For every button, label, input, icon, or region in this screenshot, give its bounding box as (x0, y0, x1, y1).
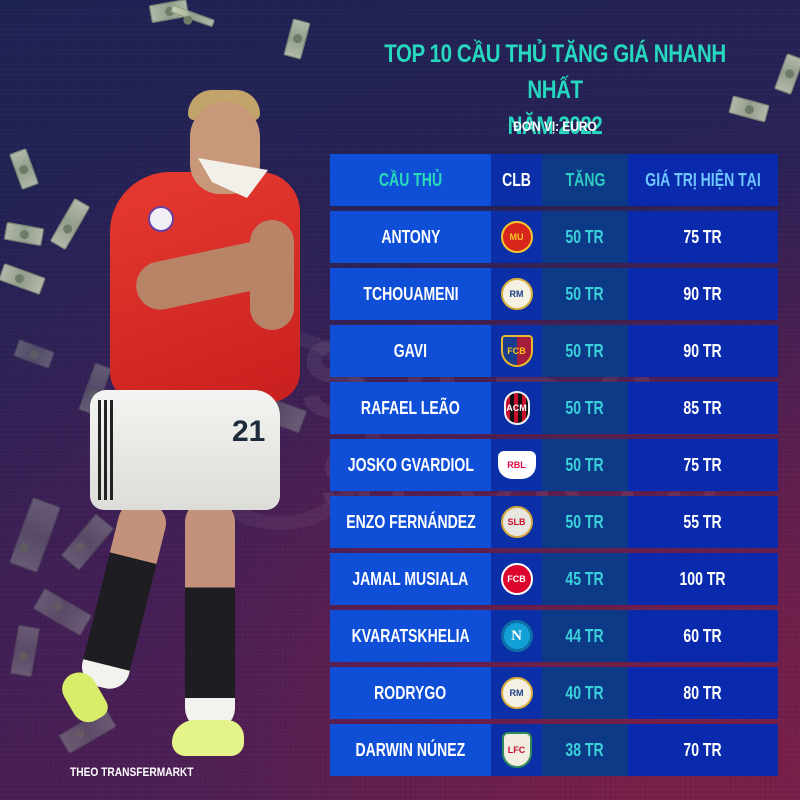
player-name: RODRYGO (330, 667, 491, 719)
table-row: JOSKO GVARDIOL RBL 50 TR 75 TR (330, 439, 778, 491)
money-bill-icon (0, 263, 46, 295)
current-value: 90 TR (628, 268, 778, 320)
increase-value: 50 TR (542, 268, 628, 320)
current-value: 85 TR (628, 382, 778, 434)
club-cell: FCB (491, 325, 542, 377)
table-row: DARWIN NÚNEZ LFC 38 TR 70 TR (330, 724, 778, 776)
player-name: ENZO FERNÁNDEZ (330, 496, 491, 548)
source-credit: THEO TRANSFERMARKT (70, 765, 194, 779)
shorts-number: 21 (232, 415, 266, 448)
increase-value: 45 TR (542, 553, 628, 605)
money-bill-icon (774, 53, 800, 95)
player-name: TCHOUAMENI (330, 268, 491, 320)
rb-leipzig-crest-icon: RBL (497, 451, 536, 479)
player-name: KVARATSKHELIA (330, 610, 491, 662)
increase-value: 50 TR (542, 439, 628, 491)
player-name: GAVI (330, 325, 491, 377)
increase-value: 50 TR (542, 382, 628, 434)
player-shorts (90, 390, 280, 510)
man-utd-crest-icon: MU (500, 221, 533, 253)
current-value: 75 TR (628, 439, 778, 491)
money-bill-icon (9, 148, 39, 190)
player-photo: 21 (40, 80, 330, 760)
increase-value: 50 TR (542, 325, 628, 377)
header-club: CLB (491, 154, 542, 206)
title-line-2: NĂM 2022 (507, 112, 603, 140)
player-name: ANTONY (330, 211, 491, 263)
player-name: JAMAL MUSIALA (330, 553, 491, 605)
club-cell: RM (491, 667, 542, 719)
header-player: CẦU THỦ (330, 154, 491, 206)
title-line-1: TOP 10 CẦU THỦ TĂNG GIÁ NHANH NHẤT (384, 40, 726, 104)
real-madrid-crest-icon: RM (500, 677, 533, 709)
table-row: JAMAL MUSIALA FCB 45 TR 100 TR (330, 553, 778, 605)
club-cell: RBL (491, 439, 542, 491)
current-value: 80 TR (628, 667, 778, 719)
increase-value: 38 TR (542, 724, 628, 776)
increase-value: 50 TR (542, 496, 628, 548)
player-name: DARWIN NÚNEZ (330, 724, 491, 776)
shorts-stripes (98, 400, 116, 500)
header-current-value: GIÁ TRỊ HIỆN TẠI (628, 154, 778, 206)
current-value: 55 TR (628, 496, 778, 548)
unit-label: ĐƠN VỊ: EURO (513, 118, 597, 134)
money-bill-icon (283, 18, 311, 60)
club-cell: FCB (491, 553, 542, 605)
player-name: JOSKO GVARDIOL (330, 439, 491, 491)
club-cell: N (491, 610, 542, 662)
club-cell: MU (491, 211, 542, 263)
bayern-crest-icon: FCB (500, 563, 533, 595)
club-cell: ACM (491, 382, 542, 434)
table-row: ANTONY MU 50 TR 75 TR (330, 211, 778, 263)
money-bill-icon (3, 221, 45, 247)
ac-milan-crest-icon: ACM (503, 391, 530, 425)
table-row: TCHOUAMENI RM 50 TR 90 TR (330, 268, 778, 320)
header-increase: TĂNG (542, 154, 628, 206)
current-value: 60 TR (628, 610, 778, 662)
current-value: 70 TR (628, 724, 778, 776)
table-row: RAFAEL LEÃO ACM 50 TR 85 TR (330, 382, 778, 434)
table-header-row: CẦU THỦ CLB TĂNG GIÁ TRỊ HIỆN TẠI (330, 154, 778, 206)
money-bill-icon (9, 624, 41, 678)
real-madrid-crest-icon: RM (500, 278, 533, 310)
player-name: RAFAEL LEÃO (330, 382, 491, 434)
premier-league-badge-icon (148, 206, 174, 232)
napoli-crest-icon: N (500, 620, 533, 652)
player-boot (172, 720, 244, 756)
club-cell: LFC (491, 724, 542, 776)
increase-value: 40 TR (542, 667, 628, 719)
table-row: GAVI FCB 50 TR 90 TR (330, 325, 778, 377)
table-row: RODRYGO RM 40 TR 80 TR (330, 667, 778, 719)
club-cell: RM (491, 268, 542, 320)
table-row: KVARATSKHELIA N 44 TR 60 TR (330, 610, 778, 662)
liverpool-crest-icon: LFC (501, 732, 532, 768)
current-value: 75 TR (628, 211, 778, 263)
increase-value: 50 TR (542, 211, 628, 263)
player-leg (77, 497, 171, 693)
club-cell: SLB (491, 496, 542, 548)
player-leg (185, 500, 235, 730)
benfica-crest-icon: SLB (500, 506, 533, 538)
current-value: 90 TR (628, 325, 778, 377)
table-row: ENZO FERNÁNDEZ SLB 50 TR 55 TR (330, 496, 778, 548)
page-title: TOP 10 CẦU THỦ TĂNG GIÁ NHANH NHẤT NĂM 2… (371, 36, 740, 144)
barcelona-crest-icon: FCB (500, 335, 533, 367)
increase-value: 44 TR (542, 610, 628, 662)
current-value: 100 TR (628, 553, 778, 605)
